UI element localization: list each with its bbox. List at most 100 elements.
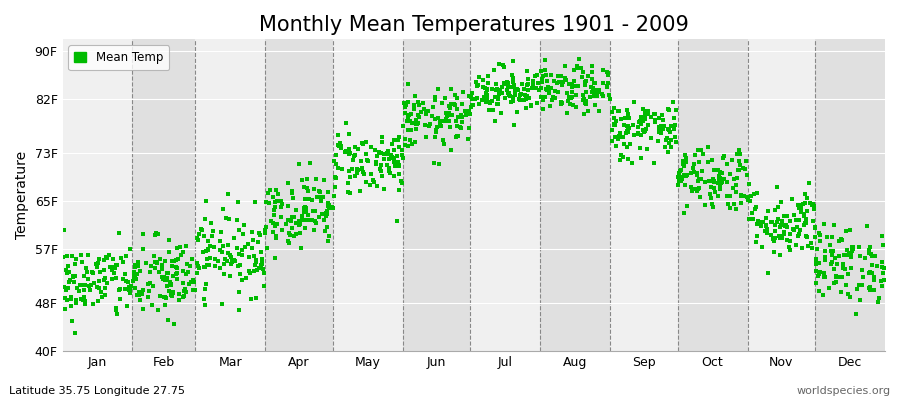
Point [343, 150, 357, 156]
Point [495, 84, 509, 90]
Point [136, 246, 150, 252]
Point [664, 137, 679, 144]
Point [779, 224, 794, 230]
Point [205, 228, 220, 234]
Point [320, 201, 335, 207]
Point [631, 130, 645, 136]
Point [296, 209, 310, 215]
Bar [748, 39, 815, 351]
Point [159, 274, 174, 281]
Point [202, 255, 217, 261]
Point [482, 99, 497, 106]
Point [583, 94, 598, 100]
Point [201, 247, 215, 253]
Point [806, 218, 820, 224]
Point [701, 178, 716, 185]
Point [530, 80, 544, 87]
Point [753, 223, 768, 229]
Point [572, 56, 586, 62]
Point [346, 153, 361, 160]
Point [374, 150, 389, 156]
Point [112, 287, 126, 294]
Point [386, 155, 400, 162]
Point [759, 215, 773, 221]
Point [686, 165, 700, 171]
Point [244, 296, 258, 302]
Point [867, 274, 881, 280]
Point [301, 217, 315, 223]
Point [151, 306, 166, 313]
Point [289, 220, 303, 226]
Point [142, 288, 157, 294]
Point [130, 292, 144, 298]
Point [299, 204, 313, 211]
Point [548, 95, 562, 101]
Point [552, 79, 566, 85]
Point [812, 230, 826, 236]
Point [690, 169, 705, 176]
Point [274, 227, 289, 234]
Point [405, 140, 419, 147]
Point [561, 97, 575, 104]
Point [640, 108, 654, 114]
Point [427, 104, 441, 110]
Point [768, 222, 782, 228]
Point [104, 267, 119, 274]
Point [185, 276, 200, 283]
Point [596, 67, 610, 74]
Point [312, 188, 327, 195]
Point [222, 273, 237, 279]
Point [668, 134, 682, 141]
Point [444, 147, 458, 154]
Point [486, 106, 500, 113]
Point [320, 189, 335, 195]
Point [740, 172, 754, 179]
Point [200, 262, 214, 268]
Point [659, 137, 673, 144]
Point [392, 162, 407, 168]
Point [633, 144, 647, 151]
Point [91, 298, 105, 304]
Point [511, 87, 526, 93]
Point [417, 106, 431, 112]
Point [130, 271, 145, 277]
Point [120, 302, 134, 309]
Point [508, 88, 522, 94]
Point [374, 162, 389, 168]
Point [763, 219, 778, 225]
Point [394, 152, 409, 158]
Point [559, 77, 573, 83]
Point [81, 252, 95, 258]
Point [402, 136, 417, 143]
Point [608, 115, 622, 122]
Point [550, 80, 564, 86]
Point [661, 106, 675, 112]
Point [601, 72, 616, 79]
Point [522, 95, 536, 101]
Point [308, 208, 322, 214]
Point [813, 270, 827, 277]
Point [199, 247, 213, 254]
Point [492, 61, 507, 68]
Point [721, 200, 735, 207]
Point [395, 180, 410, 186]
Point [487, 66, 501, 73]
Point [600, 69, 615, 76]
Point [320, 200, 335, 206]
Point [268, 199, 283, 206]
Point [63, 277, 77, 284]
Point [220, 258, 234, 265]
Point [90, 284, 104, 290]
Point [778, 222, 793, 228]
Point [785, 196, 799, 202]
Point [802, 180, 816, 186]
Point [334, 145, 348, 151]
Point [218, 256, 232, 262]
Point [461, 136, 475, 142]
Point [128, 284, 142, 291]
Point [370, 183, 384, 190]
Point [504, 84, 518, 90]
Point [729, 206, 743, 212]
Point [810, 246, 824, 252]
Point [471, 82, 485, 88]
